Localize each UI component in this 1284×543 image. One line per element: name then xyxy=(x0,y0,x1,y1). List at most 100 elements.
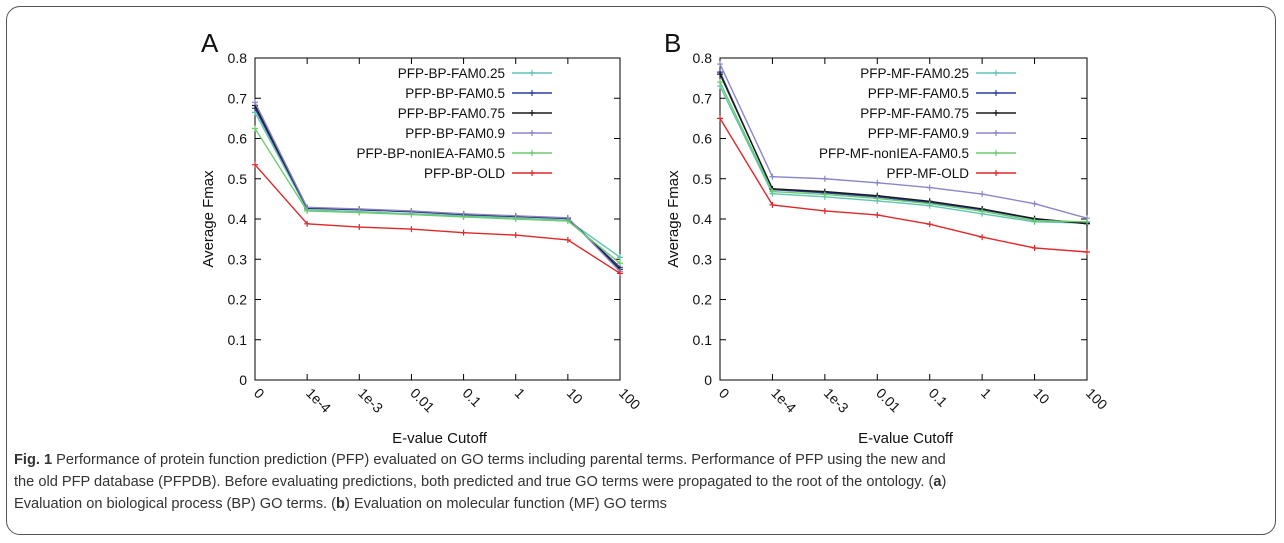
legend-label: PFP-MF-FAM0.5 xyxy=(868,86,969,101)
legend-marker xyxy=(993,170,999,176)
legend-marker xyxy=(529,70,535,76)
series-line xyxy=(719,85,1088,224)
caption-line-3-text: Evaluation on biological process (BP) GO… xyxy=(14,496,337,512)
panel-label: A xyxy=(201,28,219,58)
legend-label: PFP-BP-FAM0.9 xyxy=(405,126,505,141)
y-tick-label: 0.4 xyxy=(693,211,713,227)
x-tick-label: 1e-3 xyxy=(821,385,852,416)
series-pfp-bp-noniea-fam0-5 xyxy=(252,125,623,267)
data-point xyxy=(1031,217,1038,224)
legend-label: PFP-BP-FAM0.25 xyxy=(398,66,505,81)
figure-frame xyxy=(6,6,1276,535)
data-point xyxy=(460,229,467,236)
data-point xyxy=(874,195,881,202)
x-tick-label: 0.01 xyxy=(873,385,904,416)
legend-label: PFP-MF-OLD xyxy=(887,166,970,181)
data-point xyxy=(717,115,723,122)
caption-line-2: the old PFP database (PFPDB). Before eva… xyxy=(14,471,1272,493)
data-point xyxy=(408,211,415,218)
data-point xyxy=(304,207,311,214)
series-line xyxy=(719,73,1088,225)
y-tick-label: 0.3 xyxy=(228,251,248,267)
data-point xyxy=(821,175,828,182)
x-tick-label: 1e-4 xyxy=(768,385,799,416)
y-tick-label: 0.4 xyxy=(228,211,248,227)
caption-line-3-end: ) Evaluation on molecular function (MF) … xyxy=(344,496,667,512)
data-point xyxy=(979,234,986,241)
data-point xyxy=(1031,244,1038,251)
data-point xyxy=(564,236,571,243)
x-tick-label: 10 xyxy=(564,385,586,407)
data-point xyxy=(304,220,311,227)
legend-label: PFP-BP-OLD xyxy=(424,166,505,181)
caption-line-2-end: ) xyxy=(941,474,947,490)
x-tick-label: 0.1 xyxy=(926,385,951,410)
y-tick-label: 0.7 xyxy=(228,90,248,106)
series-line xyxy=(254,128,621,264)
series-pfp-mf-old xyxy=(717,115,1090,256)
data-point xyxy=(874,179,881,186)
series-line xyxy=(254,164,621,274)
data-point xyxy=(617,254,623,261)
caption-fig-label: Fig. 1 xyxy=(14,452,53,468)
y-tick-label: 0 xyxy=(704,372,712,388)
x-tick-label: 0 xyxy=(251,385,268,402)
x-axis-label: E-value Cutoff xyxy=(392,430,488,447)
data-point xyxy=(356,224,363,231)
series-pfp-mf-noniea-fam0-5 xyxy=(717,79,1090,225)
data-point xyxy=(821,191,828,198)
legend-marker xyxy=(529,90,535,96)
y-tick-label: 0.3 xyxy=(693,251,713,267)
series-line xyxy=(254,112,621,258)
y-tick-label: 0.6 xyxy=(228,131,248,147)
x-axis-label: E-value Cutoff xyxy=(858,430,954,447)
legend-marker xyxy=(529,170,535,176)
data-point xyxy=(1084,218,1090,225)
legend-label: PFP-BP-FAM0.75 xyxy=(398,106,505,121)
data-point xyxy=(252,161,258,168)
x-tick-label: 0 xyxy=(716,385,733,402)
legend-marker xyxy=(993,150,999,156)
data-point xyxy=(926,200,933,207)
caption-line-1: Fig. 1 Performance of protein function p… xyxy=(14,449,1272,471)
data-point xyxy=(717,79,723,86)
x-tick-label: 1e-4 xyxy=(303,385,334,416)
data-point xyxy=(769,173,776,180)
legend-label: PFP-MF-FAM0.75 xyxy=(860,106,969,121)
legend-marker xyxy=(993,110,999,116)
data-point xyxy=(356,209,363,216)
x-tick-label: 1e-3 xyxy=(355,385,386,416)
series-line xyxy=(254,101,621,272)
legend-marker xyxy=(993,90,999,96)
y-axis-label: Average Fmax xyxy=(200,170,217,268)
caption-line-3: Evaluation on biological process (BP) GO… xyxy=(14,493,1272,515)
y-tick-label: 0.2 xyxy=(693,292,713,308)
y-tick-label: 0.5 xyxy=(228,171,248,187)
data-point xyxy=(717,61,723,68)
data-point xyxy=(512,216,519,222)
data-point xyxy=(512,232,519,239)
data-point xyxy=(252,99,258,106)
legend-marker xyxy=(529,130,535,136)
y-tick-label: 0.8 xyxy=(693,50,713,66)
data-point xyxy=(408,226,415,233)
caption-line-2-bold: a xyxy=(933,474,942,490)
caption-line-2-text: the old PFP database (PFPDB). Before eva… xyxy=(14,474,934,490)
data-point xyxy=(769,188,776,195)
x-tick-label: 100 xyxy=(1083,385,1111,413)
y-tick-label: 0.6 xyxy=(693,131,713,147)
x-tick-label: 10 xyxy=(1030,385,1052,407)
legend-marker xyxy=(993,70,999,76)
series-line xyxy=(719,81,1088,223)
y-tick-label: 0.8 xyxy=(228,50,248,66)
chart-panel-a: A 0 0.1 0.2 0.3 0.4 0.5 0.6 0.7 0.8 0 1e-4 1e-3 0.01 0… xyxy=(200,28,644,447)
series-line xyxy=(719,63,1088,219)
data-point xyxy=(564,218,571,225)
y-axis-label: Average Fmax xyxy=(665,170,682,268)
data-point xyxy=(979,208,986,215)
y-tick-label: 0 xyxy=(239,372,247,388)
series-pfp-bp-old xyxy=(252,161,623,277)
y-tick-label: 0.1 xyxy=(228,332,248,348)
y-tick-label: 0.7 xyxy=(693,90,713,106)
